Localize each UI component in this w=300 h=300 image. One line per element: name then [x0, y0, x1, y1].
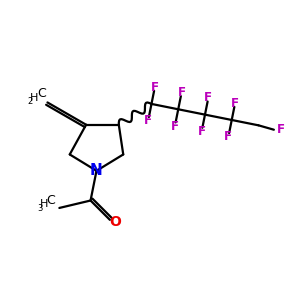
Text: H: H	[40, 200, 48, 209]
Text: 3: 3	[37, 204, 43, 213]
Text: H: H	[30, 93, 38, 103]
Text: F: F	[276, 123, 284, 136]
Text: F: F	[224, 130, 232, 143]
Text: N: N	[90, 163, 103, 178]
Text: C: C	[37, 87, 46, 100]
Text: F: F	[151, 80, 159, 94]
Text: F: F	[204, 91, 212, 104]
Text: C: C	[46, 194, 56, 207]
Text: O: O	[109, 215, 121, 229]
Text: F: F	[198, 125, 206, 138]
Text: 2: 2	[28, 98, 33, 106]
Text: F: F	[171, 120, 179, 133]
Text: F: F	[144, 114, 152, 127]
Text: F: F	[231, 97, 239, 110]
Text: F: F	[178, 86, 186, 99]
